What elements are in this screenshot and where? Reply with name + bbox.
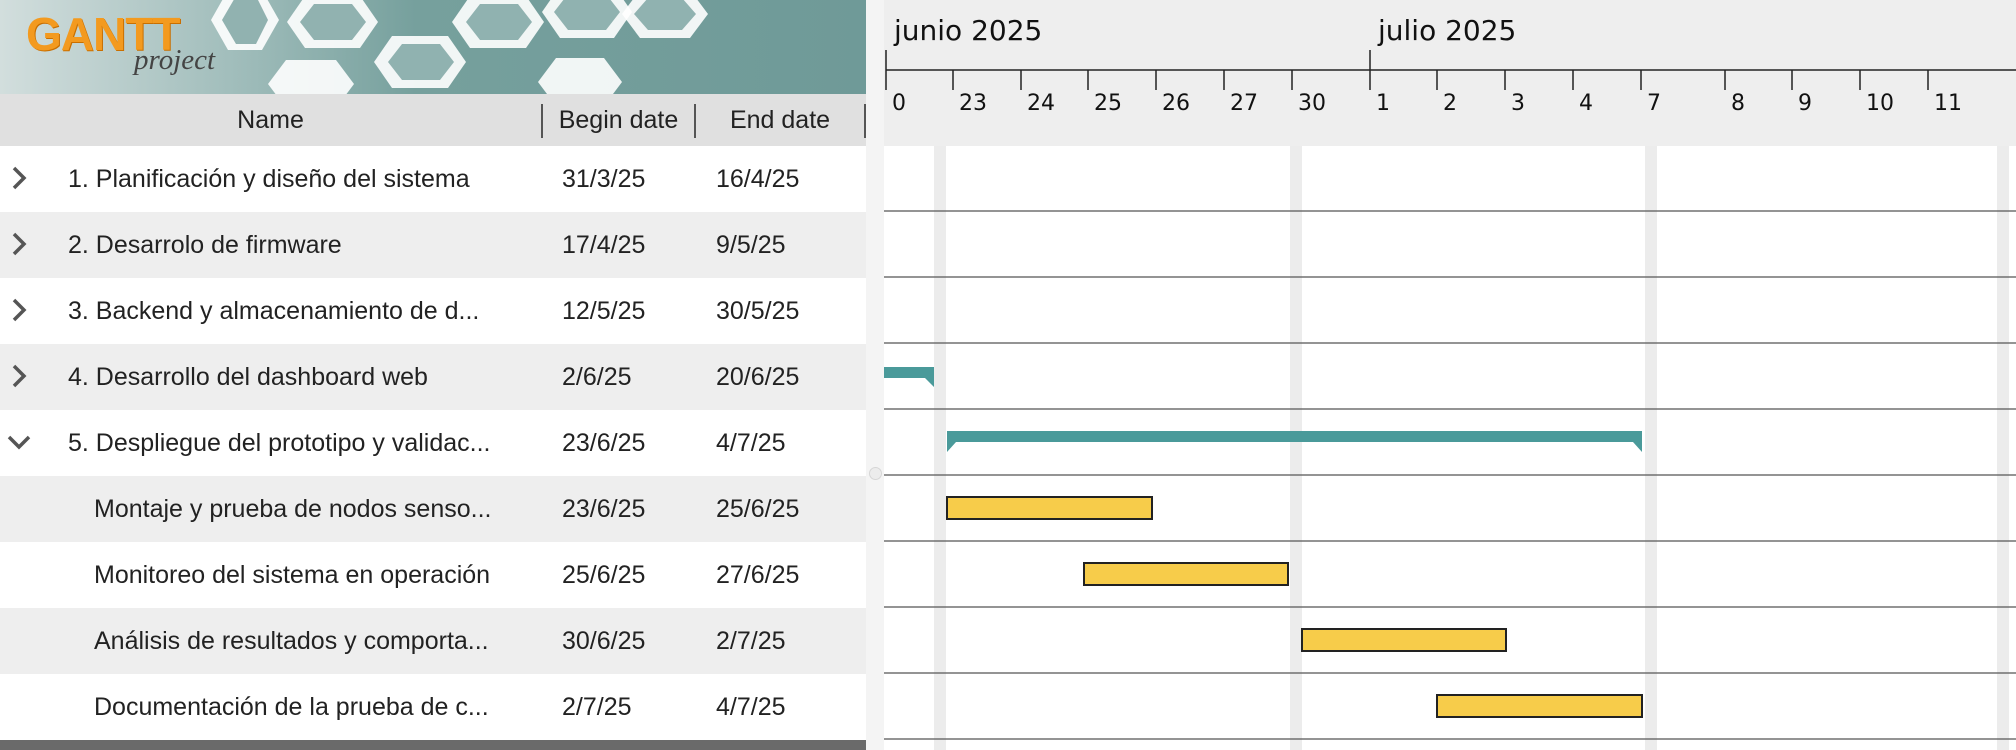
- task-end-date[interactable]: 30/5/25: [716, 297, 800, 325]
- column-resize-handle-end[interactable]: [864, 104, 866, 138]
- task-name[interactable]: 2. Desarrolo de firmware: [68, 231, 342, 259]
- task-name[interactable]: 3. Backend y almacenamiento de d...: [68, 297, 480, 325]
- task-name[interactable]: Monitoreo del sistema en operación: [94, 561, 491, 589]
- logo-main-text: GANTT: [26, 8, 180, 60]
- task-table-panel: GANTT project Name Begin date End date 1…: [0, 0, 866, 750]
- logo-wordmark: GANTT project: [26, 8, 215, 76]
- logo-sub-text: project: [134, 44, 216, 76]
- timeline-header: [884, 0, 2016, 146]
- task-bar[interactable]: [946, 496, 1153, 520]
- weekend-shade: [1290, 146, 1302, 750]
- task-row[interactable]: Monitoreo del sistema en operación 25/6/2…: [0, 542, 866, 608]
- task-begin-date[interactable]: 25/6/25: [562, 561, 646, 589]
- task-bar[interactable]: [1436, 694, 1643, 718]
- task-begin-date[interactable]: 23/6/25: [562, 495, 646, 523]
- day-label: 7: [1647, 91, 1661, 116]
- day-label: 2: [1443, 91, 1457, 116]
- task-end-date[interactable]: 4/7/25: [716, 429, 786, 457]
- column-resize-handle-begin[interactable]: [694, 104, 696, 138]
- chevron-down-icon[interactable]: [6, 429, 32, 455]
- day-label: 1: [1376, 91, 1390, 116]
- splitter-grip-icon[interactable]: [869, 467, 882, 480]
- table-scroll-edge: [0, 740, 866, 750]
- weekend-shade: [934, 146, 946, 750]
- task-group-row[interactable]: 1. Planificación y diseño del sistema 31/…: [0, 146, 866, 212]
- task-end-date[interactable]: 2/7/25: [716, 627, 786, 655]
- ganttproject-logo: GANTT project: [0, 0, 866, 94]
- task-bar[interactable]: [1083, 562, 1289, 586]
- gantt-chart-panel: junio 2025 julio 2025 0 23 24 25 26 27 30 1 2 3 4 7 8 9…: [884, 0, 2016, 750]
- task-end-date[interactable]: 27/6/25: [716, 561, 800, 589]
- task-group-row[interactable]: 4. Desarrollo del dashboard web 2/6/25 20/…: [0, 344, 866, 410]
- task-name[interactable]: 5. Despliegue del prototipo y validac...: [68, 429, 491, 457]
- column-header-end-date[interactable]: End date: [729, 106, 831, 134]
- day-label: 25: [1094, 91, 1122, 116]
- task-name[interactable]: Documentación de la prueba de c...: [94, 693, 489, 721]
- task-begin-date[interactable]: 30/6/25: [562, 627, 646, 655]
- day-label: 24: [1027, 91, 1055, 116]
- task-row[interactable]: Montaje y prueba de nodos senso... 23/6/2…: [0, 476, 866, 542]
- task-end-date[interactable]: 16/4/25: [716, 165, 800, 193]
- day-label: 3: [1511, 91, 1525, 116]
- chevron-right-icon[interactable]: [6, 297, 32, 323]
- day-label: 4: [1579, 91, 1593, 116]
- task-end-date[interactable]: 9/5/25: [716, 231, 786, 259]
- task-name[interactable]: Análisis de resultados y comporta...: [94, 627, 489, 655]
- task-name[interactable]: Montaje y prueba de nodos senso...: [94, 495, 492, 523]
- task-begin-date[interactable]: 12/5/25: [562, 297, 646, 325]
- hexagon-pattern: [211, 0, 708, 94]
- day-label: 27: [1230, 91, 1258, 116]
- task-name[interactable]: 1. Planificación y diseño del sistema: [68, 165, 470, 193]
- month-label: junio 2025: [893, 14, 1042, 47]
- task-begin-date[interactable]: 17/4/25: [562, 231, 646, 259]
- task-row[interactable]: Análisis de resultados y comporta... 30/6…: [0, 608, 866, 674]
- task-bar[interactable]: [1301, 628, 1507, 652]
- weekend-shade: [1997, 146, 2009, 750]
- task-begin-date[interactable]: 2/6/25: [562, 363, 632, 391]
- column-header-begin-date[interactable]: Begin date: [558, 106, 679, 134]
- task-name[interactable]: 4. Desarrollo del dashboard web: [68, 363, 428, 391]
- task-group-row[interactable]: 5. Despliegue del prototipo y validac...…: [0, 410, 866, 476]
- column-resize-handle-name[interactable]: [541, 104, 543, 138]
- day-label: 23: [959, 91, 987, 116]
- day-label: 11: [1934, 91, 1962, 116]
- chevron-right-icon[interactable]: [6, 363, 32, 389]
- day-label: 10: [1866, 91, 1894, 116]
- task-begin-date[interactable]: 23/6/25: [562, 429, 646, 457]
- day-label: 9: [1798, 91, 1812, 116]
- task-end-date[interactable]: 20/6/25: [716, 363, 800, 391]
- task-group-row[interactable]: 3. Backend y almacenamiento de d... 12/5/…: [0, 278, 866, 344]
- task-group-row[interactable]: 2. Desarrolo de firmware 17/4/25 9/5/25: [0, 212, 866, 278]
- day-label: 26: [1162, 91, 1190, 116]
- chevron-right-icon[interactable]: [6, 231, 32, 257]
- month-label: julio 2025: [1377, 14, 1516, 47]
- chevron-right-icon[interactable]: [6, 165, 32, 191]
- summary-bar[interactable]: [884, 367, 934, 387]
- day-label: 8: [1731, 91, 1745, 116]
- table-header: Name Begin date End date: [0, 94, 866, 146]
- pane-splitter[interactable]: [866, 0, 884, 750]
- column-header-name[interactable]: Name: [237, 106, 304, 134]
- task-begin-date[interactable]: 31/3/25: [562, 165, 646, 193]
- summary-bar[interactable]: [947, 431, 1642, 452]
- task-begin-date[interactable]: 2/7/25: [562, 693, 632, 721]
- day-label: 30: [1298, 91, 1326, 116]
- weekend-shade: [1645, 146, 1657, 750]
- task-end-date[interactable]: 25/6/25: [716, 495, 800, 523]
- task-row[interactable]: Documentación de la prueba de c... 2/7/25…: [0, 674, 866, 740]
- task-end-date[interactable]: 4/7/25: [716, 693, 786, 721]
- day-label: 0: [892, 91, 906, 116]
